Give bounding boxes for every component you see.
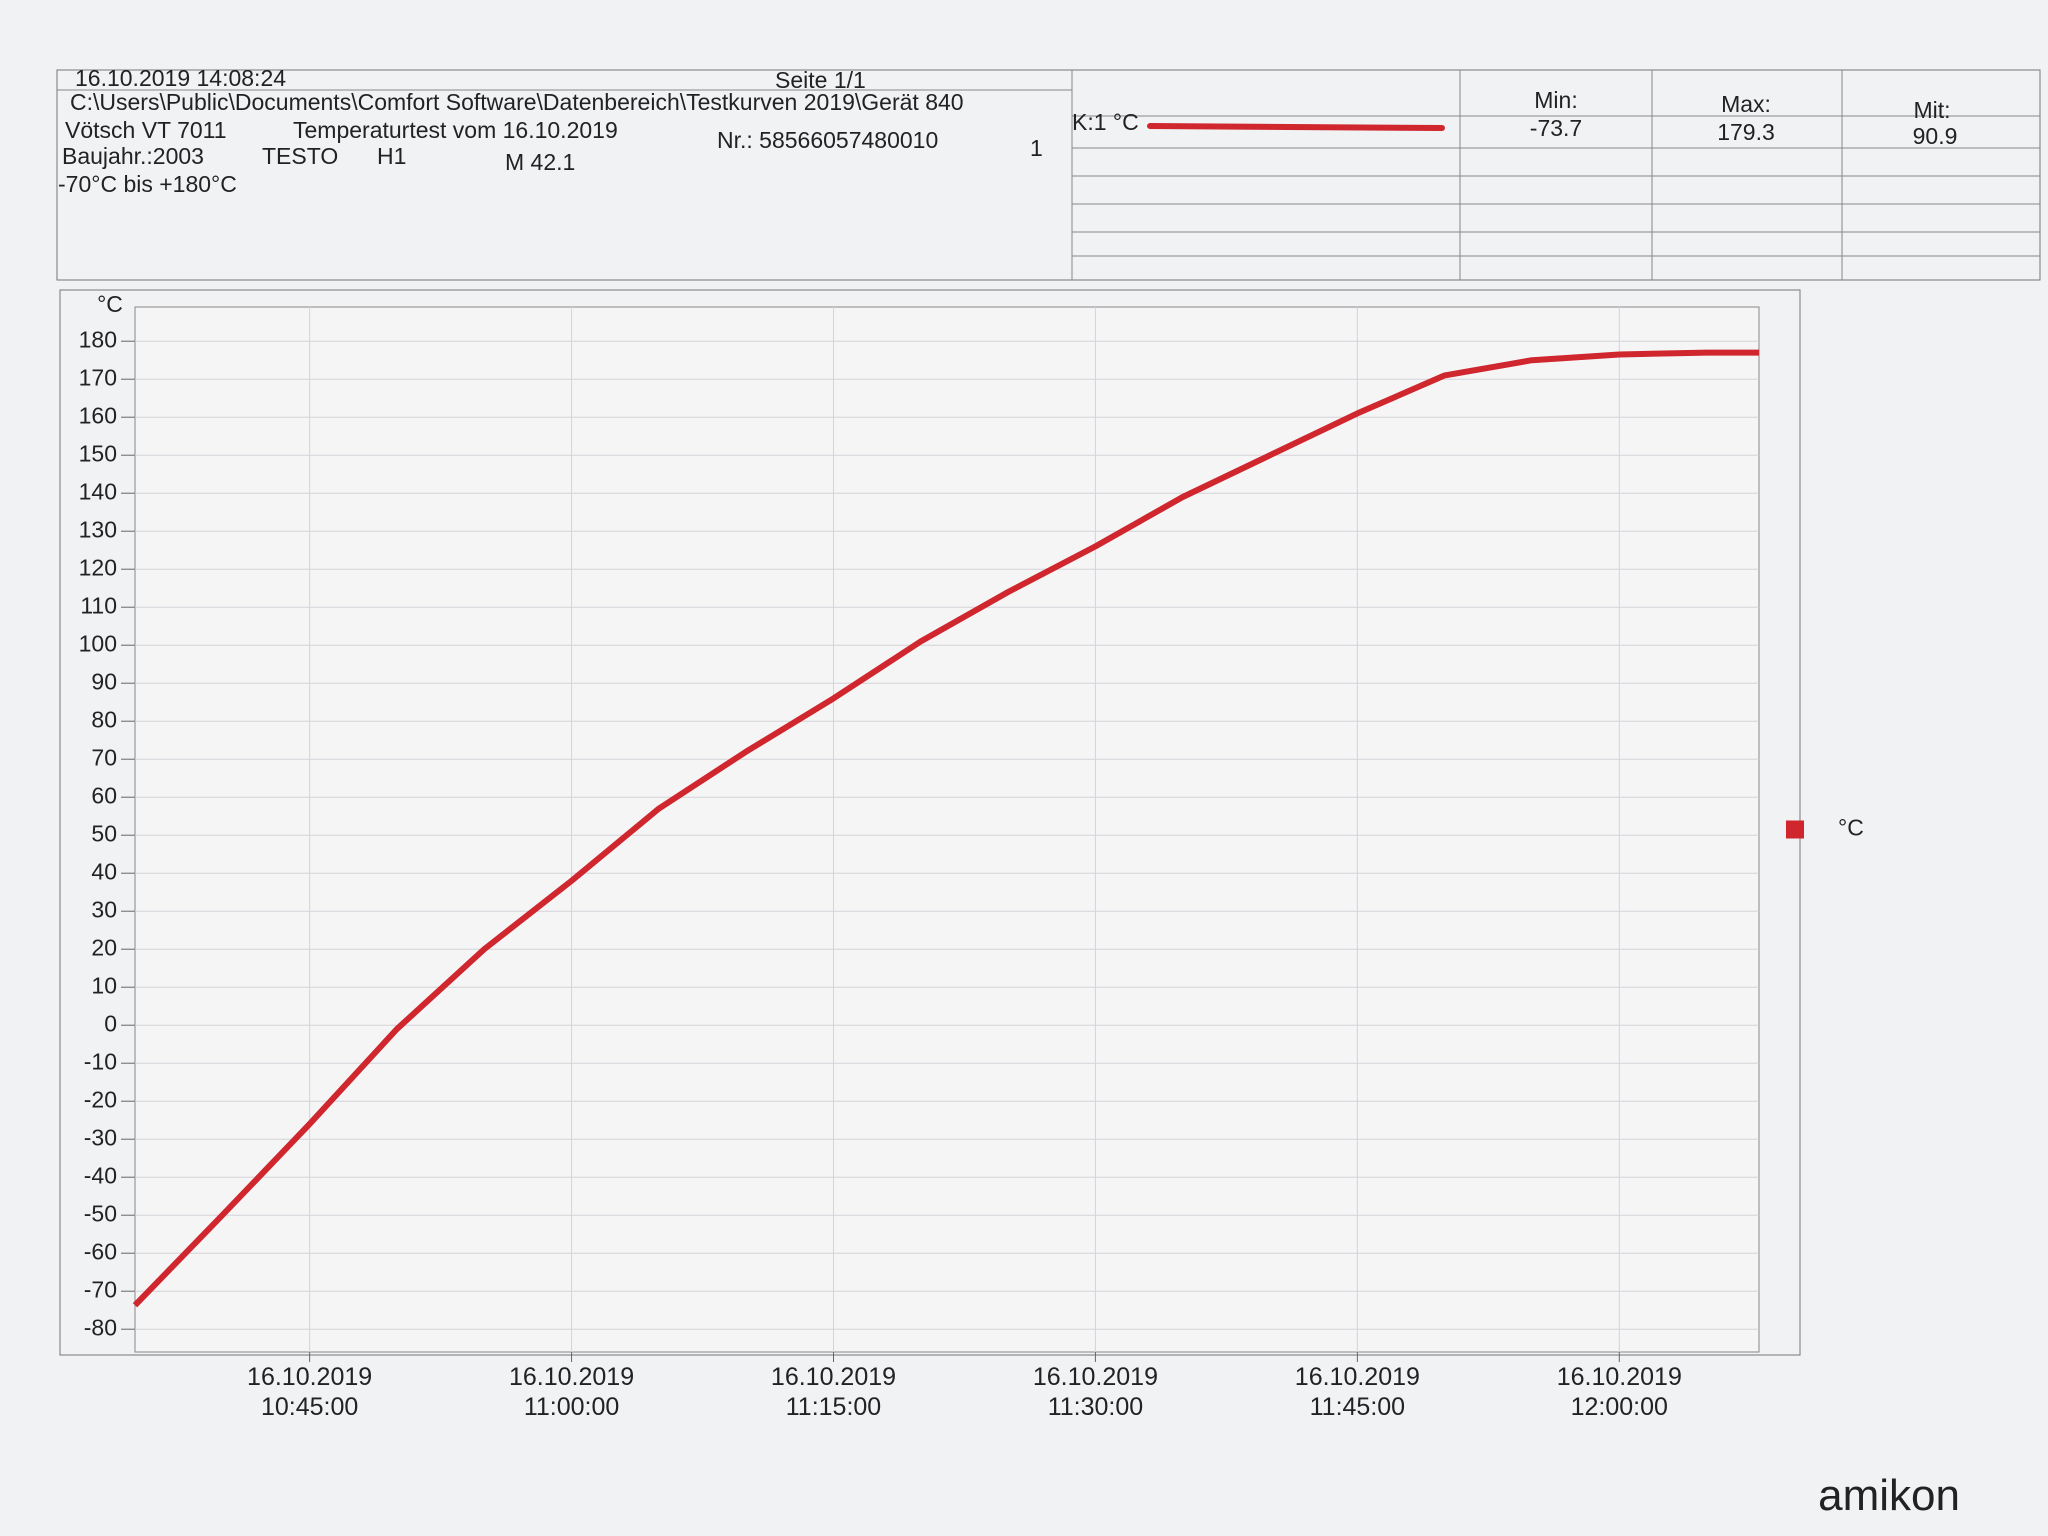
- x-tick-label: 16.10.2019 10:45:00: [247, 1363, 373, 1421]
- mean-value: 90.9: [1913, 123, 1958, 149]
- y-tick-label: 140: [79, 478, 117, 504]
- y-tick-label: 90: [91, 668, 117, 694]
- y-axis-label: °C: [97, 291, 123, 317]
- x-tick-label: 16.10.2019 12:00:00: [1556, 1363, 1682, 1421]
- y-tick-label: -30: [84, 1124, 117, 1150]
- page-number: Seite 1/1: [775, 67, 866, 93]
- device: Vötsch VT 7011: [65, 117, 227, 143]
- y-tick-label: 60: [91, 782, 117, 808]
- max-value: 179.3: [1717, 119, 1775, 145]
- timestamp: 16.10.2019 14:08:24: [75, 65, 286, 91]
- y-tick-label: 10: [91, 972, 117, 998]
- model: M 42.1: [505, 149, 575, 175]
- legend-swatch: [1786, 820, 1804, 839]
- y-tick-label: 100: [79, 630, 117, 656]
- header-box: [56, 69, 2041, 281]
- y-tick-label: 180: [79, 326, 117, 352]
- y-tick-label: -50: [84, 1200, 117, 1226]
- x-tick-label: 16.10.2019 11:30:00: [1032, 1363, 1158, 1421]
- x-tick-label: 16.10.2019 11:00:00: [508, 1363, 635, 1421]
- y-tick-label: 20: [91, 934, 117, 960]
- y-tick-label: 170: [79, 364, 117, 390]
- y-tick-label: 110: [80, 592, 117, 618]
- y-tick-label: 30: [91, 896, 117, 922]
- plot-area: [134, 306, 1760, 1353]
- mean-label: Mit:: [1913, 97, 1950, 123]
- y-tick-label: 40: [91, 858, 117, 884]
- probe: H1: [377, 143, 406, 169]
- y-tick-label: 80: [91, 706, 117, 732]
- y-tick-label: -40: [84, 1162, 117, 1188]
- y-tick-label: 70: [91, 744, 117, 770]
- range: -70°C bis +180°C: [58, 171, 237, 197]
- y-tick-label: 120: [79, 554, 117, 580]
- watermark: amikon: [1818, 1471, 1960, 1520]
- max-label: Max:: [1721, 91, 1771, 117]
- y-tick-label: 130: [79, 516, 117, 542]
- min-label: Min:: [1534, 87, 1577, 113]
- y-tick-label: -60: [84, 1238, 117, 1264]
- y-tick-label: -10: [84, 1048, 117, 1074]
- test-name: Temperaturtest vom 16.10.2019: [293, 117, 618, 143]
- y-tick-label: 150: [79, 440, 117, 466]
- y-tick-label: 50: [91, 820, 117, 846]
- build-year: Baujahr.:2003: [62, 143, 204, 169]
- x-tick-label: 16.10.2019 11:15:00: [770, 1363, 897, 1421]
- y-tick-label: -20: [84, 1086, 117, 1112]
- file-path: C:\Users\Public\Documents\Comfort Softwa…: [70, 89, 964, 115]
- data-line: [132, 349, 1759, 1308]
- y-tick-label: -70: [84, 1276, 117, 1302]
- channel: K:1 °C: [1072, 109, 1139, 135]
- y-tick-label: 0: [104, 1010, 117, 1036]
- legend-label: °C: [1838, 815, 1864, 841]
- y-tick-label: -80: [84, 1314, 117, 1340]
- x-tick-label: 16.10.2019 11:45:00: [1294, 1363, 1420, 1421]
- y-tick-label: 160: [79, 402, 117, 428]
- min-value: -73.7: [1530, 115, 1582, 141]
- index: 1: [1030, 135, 1043, 161]
- serial-number: Nr.: 58566057480010: [717, 127, 938, 153]
- channel-swatch: [1147, 123, 1445, 131]
- sensor: TESTO: [262, 143, 338, 169]
